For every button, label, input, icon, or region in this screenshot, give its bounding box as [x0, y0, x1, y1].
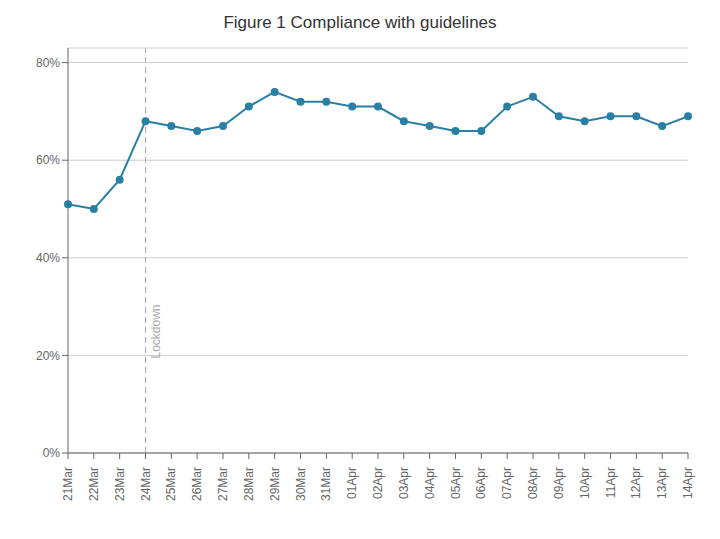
svg-text:11Apr: 11Apr [604, 467, 618, 498]
svg-text:22Mar: 22Mar [87, 467, 101, 501]
svg-text:30Mar: 30Mar [294, 467, 308, 501]
svg-text:02Apr: 02Apr [371, 467, 385, 499]
svg-text:08Apr: 08Apr [526, 467, 540, 499]
svg-text:27Mar: 27Mar [216, 467, 230, 501]
svg-text:05Apr: 05Apr [449, 467, 463, 499]
svg-text:12Apr: 12Apr [629, 467, 643, 499]
svg-text:23Mar: 23Mar [113, 467, 127, 501]
svg-text:24Mar: 24Mar [139, 467, 153, 501]
html-text:Figure 1 Compliance with guide: Figure 1 Compliance with guidelines [223, 13, 497, 32]
svg-text:09Apr: 09Apr [552, 467, 566, 499]
svg-text:07Apr: 07Apr [500, 467, 514, 499]
svg-text:31Mar: 31Mar [319, 467, 333, 501]
svg-text:25Mar: 25Mar [164, 467, 178, 501]
svg-text:13Apr: 13Apr [655, 467, 669, 499]
svg-text:03Apr: 03Apr [397, 467, 411, 499]
svg-text:20%: 20% [36, 349, 60, 363]
svg-text:01Apr: 01Apr [345, 467, 359, 499]
svg-text:26Mar: 26Mar [190, 467, 204, 501]
svg-text:21Mar: 21Mar [61, 467, 75, 501]
svg-text:60%: 60% [36, 153, 60, 167]
svg-text:10Apr: 10Apr [578, 467, 592, 499]
svg-text:04Apr: 04Apr [423, 467, 437, 499]
svg-text:06Apr: 06Apr [474, 467, 488, 499]
svg-text:14Apr: 14Apr [681, 467, 695, 499]
svg-text:80%: 80% [36, 56, 60, 70]
svg-text:40%: 40% [36, 251, 60, 265]
svg-text:29Mar: 29Mar [268, 467, 282, 501]
svg-text:0%: 0% [43, 446, 61, 460]
svg-text:Lockdown: Lockdown [149, 304, 163, 358]
svg-text:28Mar: 28Mar [242, 467, 256, 501]
